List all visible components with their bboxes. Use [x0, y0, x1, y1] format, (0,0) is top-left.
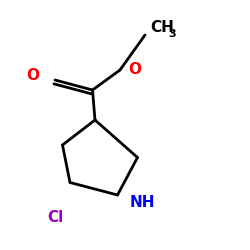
- Text: Cl: Cl: [47, 210, 63, 225]
- Text: 3: 3: [169, 29, 176, 39]
- Text: O: O: [26, 68, 39, 82]
- Text: O: O: [128, 62, 141, 78]
- Text: NH: NH: [130, 195, 156, 210]
- Text: CH: CH: [150, 20, 174, 35]
